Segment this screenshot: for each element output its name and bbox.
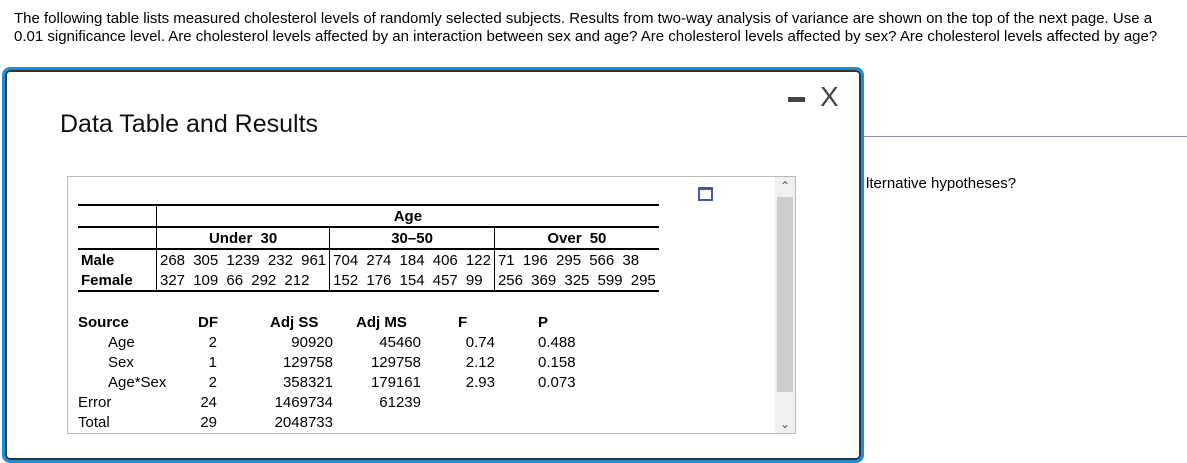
anova-cell: 90920 [291,334,333,351]
anova-cell: 2.12 [465,354,495,371]
anova-cell: 358321 [282,374,333,391]
anova-cell: 1 [208,354,217,371]
anova-cell: Sex [108,354,134,371]
expand-icon[interactable] [698,187,713,201]
anova-cell: Total [78,414,110,431]
anova-cell: 129758 [370,354,421,371]
anova-cell: 2.93 [465,374,495,391]
anova-header: Adj MS [356,314,407,331]
close-icon[interactable]: X [820,81,839,112]
anova-cell: 45460 [379,334,421,351]
data-dialog: Data Table and Results X Age Under 30 30… [2,67,864,463]
anova-header: Source [78,314,129,331]
anova-header: DF [198,314,218,331]
anova-cell: 1469734 [274,394,333,411]
dialog-title: Data Table and Results [60,110,319,138]
anova-header: P [538,314,549,331]
question-text: The following table lists measured chole… [14,10,1158,45]
background-text: lternative hypotheses? [866,175,1017,192]
chevron-up-icon[interactable]: ⌃ [779,179,791,193]
anova-cell: 0.158 [538,354,576,371]
scrollbar[interactable]: ⌃ ⌄ [775,177,795,433]
scrollbar-thumb[interactable] [777,197,793,392]
anova-cell: 61239 [379,394,421,411]
anova-cell: 24 [200,394,217,411]
anova-cell: 129758 [282,354,333,371]
group-header: Over 50 [493,226,659,249]
content-panel: Age Under 30 30–50 Over 50 Male 268 305 … [67,176,796,434]
anova-cell: 0.488 [538,334,576,351]
anova-cell: Error [78,394,112,411]
anova-cell: 2048733 [274,414,333,431]
anova-cell: 179161 [370,374,421,391]
anova-cell: 0.073 [538,374,576,391]
table-row: Female 327 109 66 292 212 152 176 154 45… [78,270,659,292]
anova-cell: Age*Sex [108,374,167,391]
anova-cell: 0.74 [465,334,495,351]
anova-header: F [458,314,468,331]
anova-cell: 29 [200,414,217,431]
anova-cell: Age [108,334,135,351]
anova-cell: 2 [208,334,217,351]
divider [864,136,1187,137]
chevron-down-icon[interactable]: ⌄ [779,417,791,431]
data-table: Age Under 30 30–50 Over 50 Male 268 305 … [78,204,659,292]
factor-header: Age [155,204,659,227]
group-header: 30–50 [329,226,495,249]
table-row: Male 268 305 1239 232 961 704 274 184 40… [78,248,659,270]
minimize-icon[interactable] [788,97,805,102]
anova-header: Adj SS [270,314,319,331]
group-header: Under 30 [155,226,330,249]
anova-cell: 2 [208,374,217,391]
